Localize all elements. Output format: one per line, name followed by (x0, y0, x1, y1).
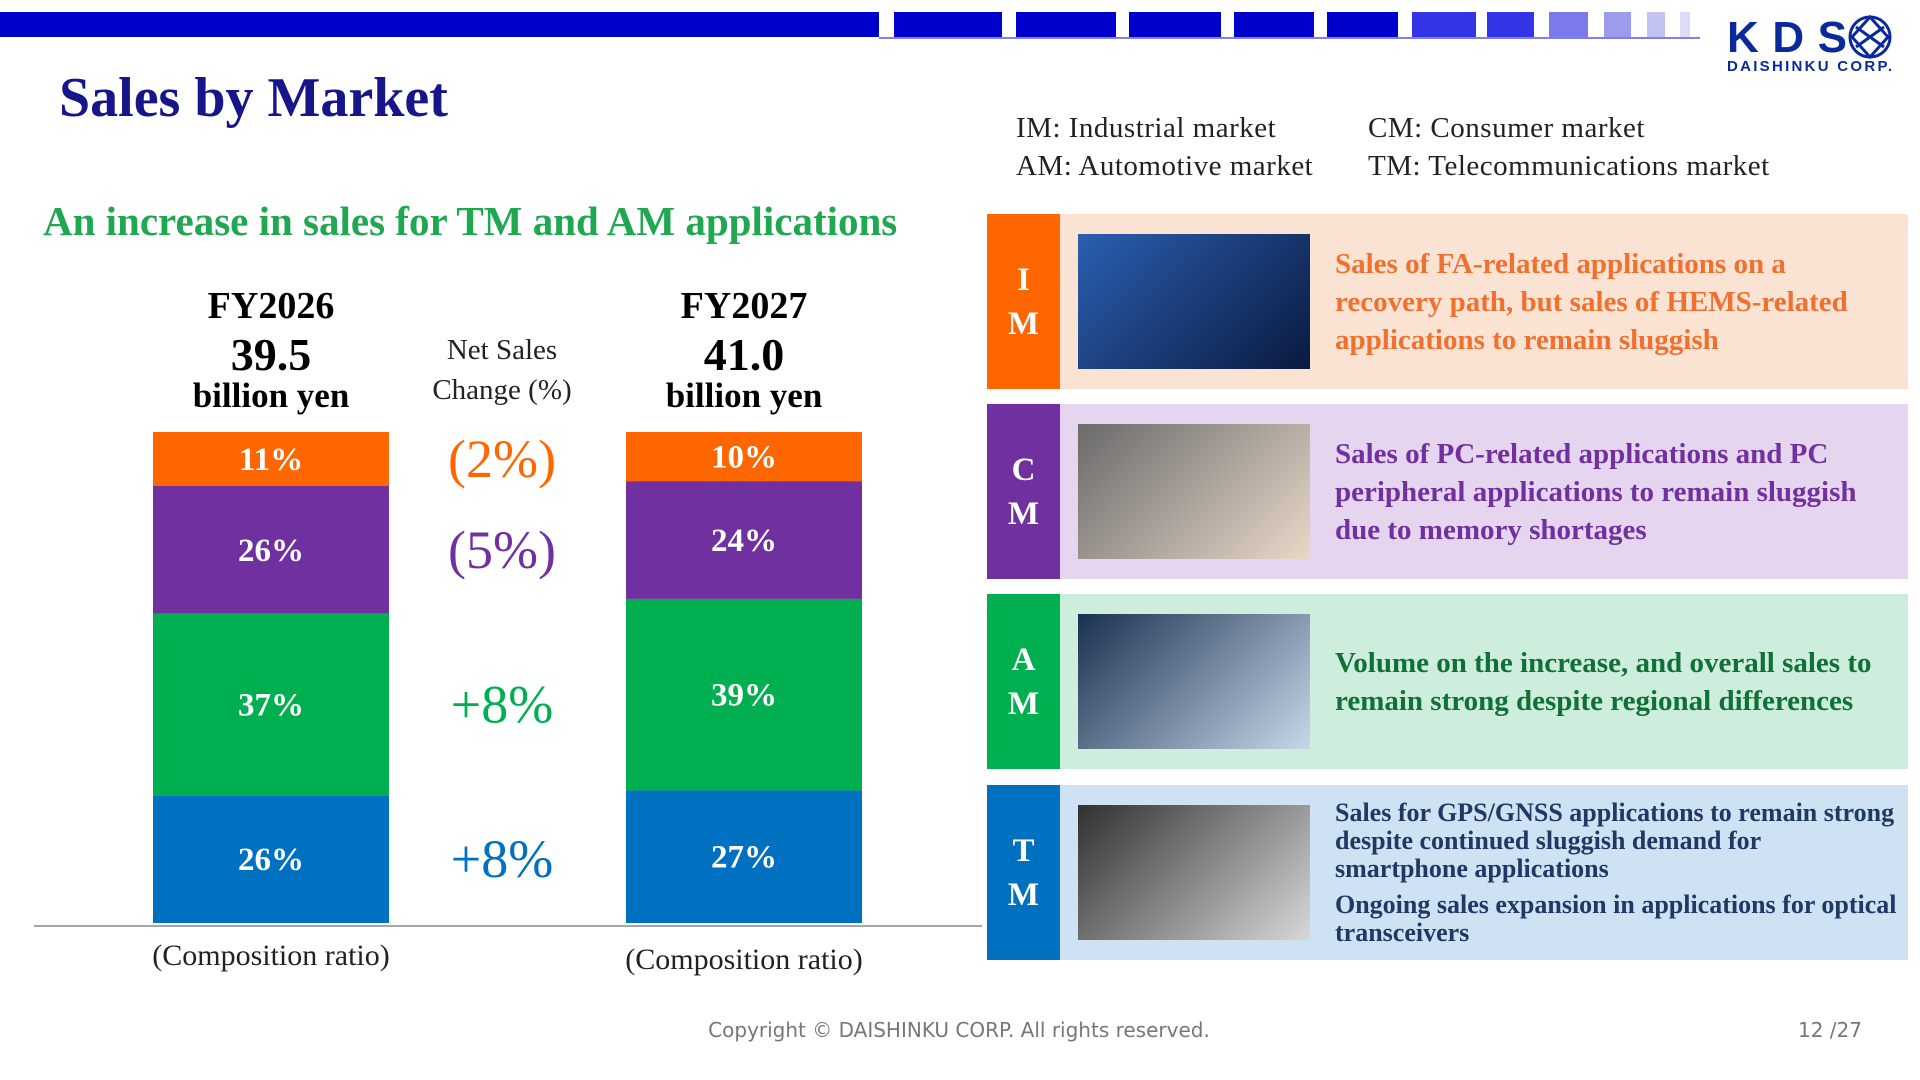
value-label: 27% (711, 840, 777, 876)
legend-note: TM: Telecommunications market (1368, 150, 1770, 182)
logo: KDS (1727, 13, 1847, 62)
market-image (1078, 614, 1310, 749)
value-label: 11% (239, 442, 303, 478)
legend-note: AM: Automotive market (1016, 150, 1314, 182)
x-axis-label: (Composition ratio) (152, 939, 389, 972)
total-unit: billion yen (666, 376, 823, 415)
market-image (1078, 805, 1310, 940)
market-code-strip: TM (987, 785, 1060, 960)
bar-segment (153, 795, 389, 923)
market-text-box: Sales for GPS/GNSS applications to remai… (1335, 785, 1900, 960)
market-text: Ongoing sales expansion in applications … (1335, 889, 1897, 947)
market-panel: CM Sales of PC-related applications and P… (987, 404, 1908, 579)
market-text-box: Volume on the increase, and overall sale… (1335, 594, 1900, 769)
logo-symbol (1848, 14, 1892, 60)
value-label: 26% (238, 842, 304, 878)
market-code: AM (1007, 641, 1040, 722)
category-label: FY2026 (208, 285, 335, 327)
category-label: FY2027 (681, 285, 808, 327)
value-label: 39% (711, 678, 777, 714)
bar-segment (626, 598, 862, 791)
change-label: +8% (451, 675, 553, 735)
change-label: +8% (451, 829, 553, 889)
bar-segment (153, 486, 389, 614)
change-label: (2%) (448, 429, 556, 489)
change-label: (5%) (448, 520, 556, 580)
market-code: IM (1007, 261, 1040, 342)
top-bar (0, 12, 1700, 39)
market-text-box: Sales of FA-related applications on a re… (1335, 214, 1900, 389)
copyright: Copyright © DAISHINKU CORP. All rights r… (708, 1018, 1210, 1042)
market-text: Volume on the increase, and overall sale… (1335, 646, 1872, 717)
market-code: CM (1007, 451, 1040, 532)
market-text: Sales for GPS/GNSS applications to remai… (1335, 797, 1895, 883)
market-text: Sales of PC-related applications and PC … (1335, 437, 1857, 546)
chart-subtitle: An increase in sales for TM and AM appli… (43, 198, 898, 244)
bar-segment (626, 481, 862, 599)
total-label: 39.5 (231, 329, 312, 380)
total-unit: billion yen (193, 376, 350, 415)
total-label: 41.0 (704, 329, 785, 380)
market-image (1078, 424, 1310, 559)
market-code: TM (1007, 832, 1040, 913)
market-panel: AM Volume on the increase, and overall sa… (987, 594, 1908, 769)
bar-segment (153, 613, 389, 796)
market-code-strip: CM (987, 404, 1060, 579)
value-label: 26% (238, 533, 304, 569)
value-label: 24% (711, 523, 777, 559)
bar-segment (626, 432, 862, 482)
market-text: Sales of FA-related applications on a re… (1335, 247, 1848, 356)
market-code-strip: AM (987, 594, 1060, 769)
market-panel: IM Sales of FA-related applications on a … (987, 214, 1908, 389)
market-code-strip: IM (987, 214, 1060, 389)
bar-segment (153, 432, 389, 487)
value-label: 37% (238, 688, 304, 724)
legend-note: CM: Consumer market (1368, 112, 1645, 144)
market-text-box: Sales of PC-related applications and PC … (1335, 404, 1900, 579)
change-title: Net Sales Change (%) (432, 334, 572, 406)
market-panel: TM Sales for GPS/GNSS applications to rem… (987, 785, 1908, 960)
market-image (1078, 234, 1310, 369)
logo-sub: DAISHINKU CORP. (1727, 58, 1892, 75)
legend-note: IM: Industrial market (1016, 112, 1277, 144)
x-axis-label: (Composition ratio) (625, 943, 862, 976)
value-label: 10% (711, 440, 777, 476)
page-number: 12 /27 (1798, 1018, 1862, 1042)
bar-segment (626, 790, 862, 923)
slide-title: Sales by Market (59, 67, 448, 129)
